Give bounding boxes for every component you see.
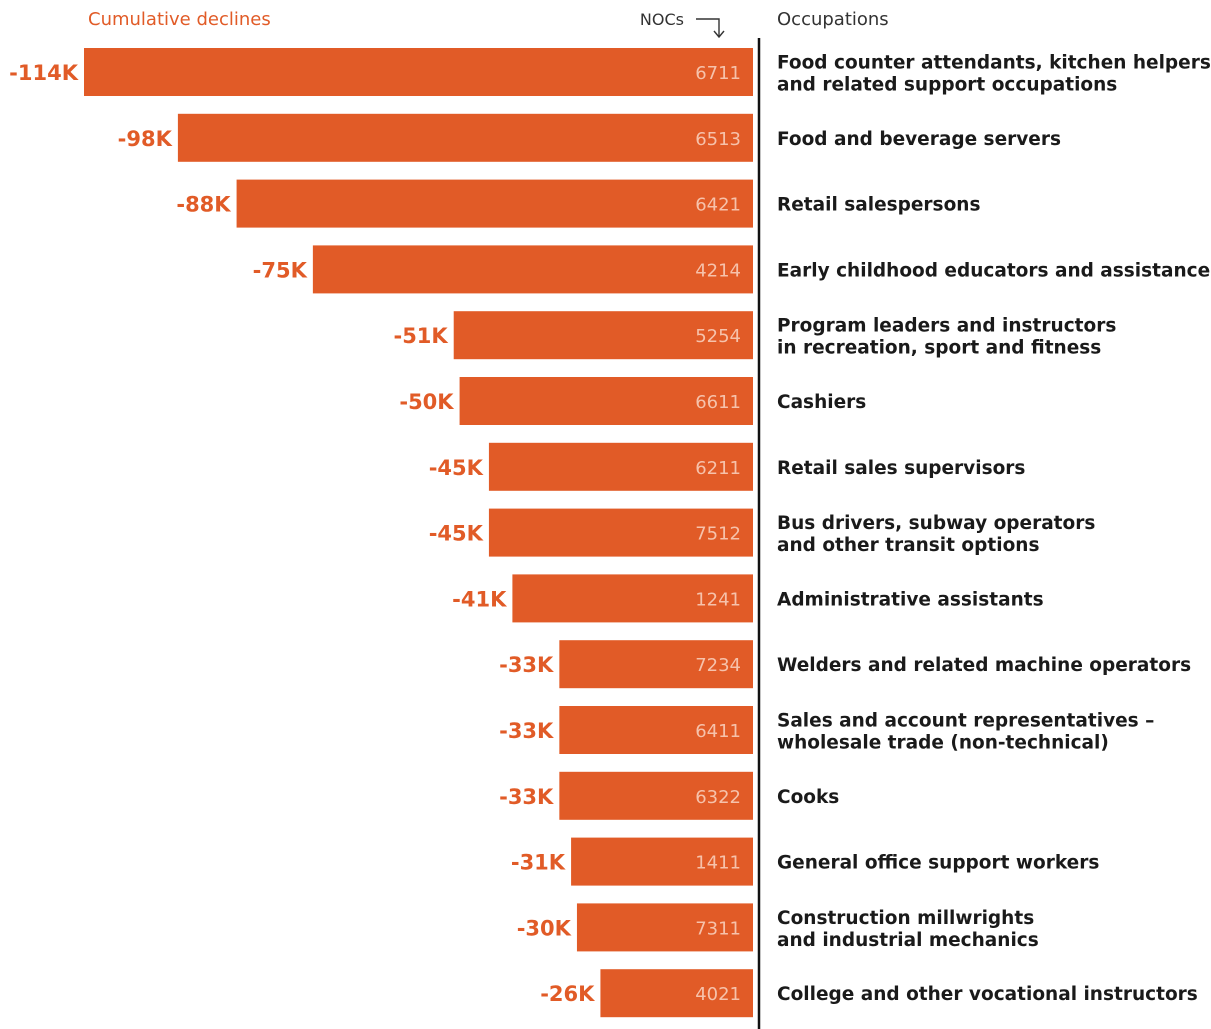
noc-code: 6611 xyxy=(695,392,741,413)
value-label: -51K xyxy=(393,324,448,348)
bar xyxy=(559,706,753,754)
bar xyxy=(559,640,753,689)
bar xyxy=(571,837,753,886)
occupation-label: Administrative assistants xyxy=(777,589,1044,610)
occupation-label: Construction millwrights and industrial m… xyxy=(777,908,1039,951)
cumulative-declines-header: Cumulative declines xyxy=(88,9,271,30)
noc-code: 4021 xyxy=(695,984,741,1005)
occupation-label: Food counter attendants, kitchen helpers… xyxy=(777,53,1211,96)
value-label: -33K xyxy=(499,785,554,809)
bar xyxy=(512,574,753,623)
value-label: -114K xyxy=(9,61,79,85)
bar xyxy=(453,311,753,360)
bar xyxy=(488,508,753,557)
value-label: -45K xyxy=(429,456,484,480)
occupation-label: Retail salespersons xyxy=(777,195,980,216)
value-label: -33K xyxy=(499,719,554,743)
noc-code: 1411 xyxy=(695,853,741,874)
noc-code: 6411 xyxy=(695,721,741,742)
value-label: -26K xyxy=(540,982,595,1006)
bar xyxy=(600,969,753,1018)
occupation-label: Welders and related machine operators xyxy=(777,655,1191,676)
value-label: -33K xyxy=(499,653,554,677)
occupation-label: Program leaders and instructors in recrea… xyxy=(777,316,1116,359)
noc-code: 6421 xyxy=(695,195,741,216)
bar xyxy=(312,245,753,294)
value-label: -88K xyxy=(176,193,231,217)
value-label: -41K xyxy=(452,587,507,611)
value-label: -30K xyxy=(517,916,572,940)
chart-rows: -114K 6711 Food counter attendants, kitche… xyxy=(9,48,1211,1018)
noc-code: 6711 xyxy=(695,63,741,84)
noc-code: 4214 xyxy=(695,260,741,281)
noc-code: 1241 xyxy=(695,589,741,610)
occupation-label: College and other vocational instructors xyxy=(777,984,1198,1005)
value-label: -50K xyxy=(399,390,454,414)
noc-code: 7512 xyxy=(695,524,741,545)
occupation-label: Food and beverage servers xyxy=(777,129,1061,150)
occupation-label: Retail sales supervisors xyxy=(777,458,1025,479)
nocs-header: NOCs xyxy=(640,10,684,29)
down-arrow-icon xyxy=(696,18,725,39)
value-label: -98K xyxy=(118,127,173,151)
noc-code: 6211 xyxy=(695,458,741,479)
occupation-label: General office support workers xyxy=(777,853,1099,874)
noc-code: 7311 xyxy=(695,918,741,939)
occupation-label: Early childhood educators and assistance xyxy=(777,260,1210,281)
bar xyxy=(177,113,754,162)
occupations-header: Occupations xyxy=(777,9,889,30)
occupation-label: Cooks xyxy=(777,787,839,808)
noc-code: 5254 xyxy=(695,326,741,347)
bar xyxy=(459,377,753,425)
occupation-label: Sales and account representatives – whole… xyxy=(777,711,1154,754)
bar xyxy=(84,48,753,96)
value-label: -45K xyxy=(429,522,484,546)
bar xyxy=(559,771,753,820)
value-label: -31K xyxy=(511,851,566,875)
bar xyxy=(488,442,753,491)
value-label: -75K xyxy=(253,258,308,282)
noc-code: 6513 xyxy=(695,129,741,150)
noc-code: 7234 xyxy=(695,655,741,676)
bar xyxy=(236,179,753,228)
occupation-label: Bus drivers, subway operators and other t… xyxy=(777,513,1095,556)
noc-code: 6322 xyxy=(695,787,741,808)
occupation-label: Cashiers xyxy=(777,392,866,413)
bar xyxy=(576,903,753,952)
